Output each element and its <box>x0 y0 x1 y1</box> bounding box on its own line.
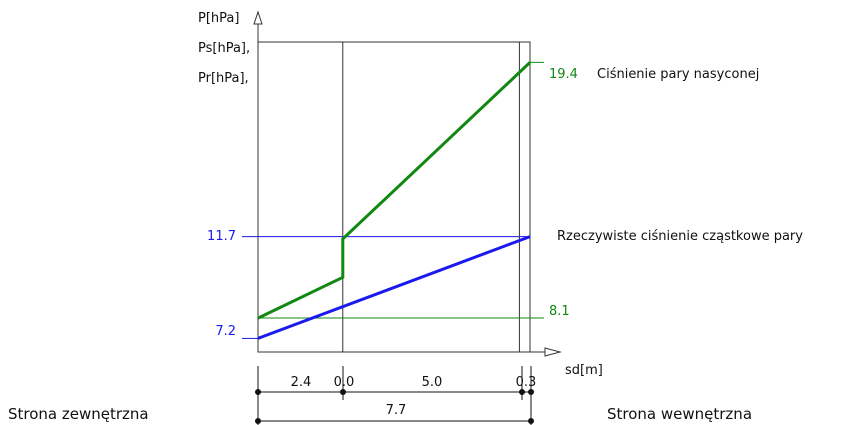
marked-value-8-1: 8.1 <box>549 304 570 319</box>
actual-pressure-line <box>257 235 531 340</box>
x-axis-label: sd[m] <box>565 363 603 378</box>
layer-sd-label-3: 5.0 <box>422 375 443 390</box>
outside-side-label: Strona zewnętrzna <box>8 405 149 423</box>
dimension-dot <box>255 389 261 395</box>
saturated-end-value: 19.4 <box>549 67 578 82</box>
dimension-dot <box>528 389 534 395</box>
layer-sd-label-2: 0.0 <box>334 375 355 390</box>
layer-sd-label-1: 2.4 <box>291 375 312 390</box>
marked-value-11-7: 11.7 <box>207 229 236 244</box>
dimension-dot <box>528 418 534 424</box>
actual-series-name: Rzeczywiste ciśnienie cząstkowe pary <box>557 229 803 244</box>
dimension-dot <box>340 389 346 395</box>
y-axis-label-pr: Pr[hPa], <box>198 71 249 86</box>
y-axis-arrow <box>253 10 263 25</box>
y-axis-label-ps: Ps[hPa], <box>198 41 250 56</box>
plot-frame <box>257 41 531 353</box>
inside-side-label: Strona wewnętrzna <box>607 405 753 423</box>
dimension-dot <box>255 418 261 424</box>
total-sd-label: 7.7 <box>386 403 407 418</box>
saturated-pressure-line <box>257 61 532 320</box>
saturated-series-name: Ciśnienie pary nasyconej <box>597 67 759 82</box>
layer-sd-label-4: 0.3 <box>516 375 537 390</box>
actual-start-value: 7.2 <box>215 324 236 339</box>
dimension-dot <box>519 389 525 395</box>
y-axis-label-p: P[hPa] <box>198 11 239 26</box>
x-axis-arrow <box>544 347 562 357</box>
